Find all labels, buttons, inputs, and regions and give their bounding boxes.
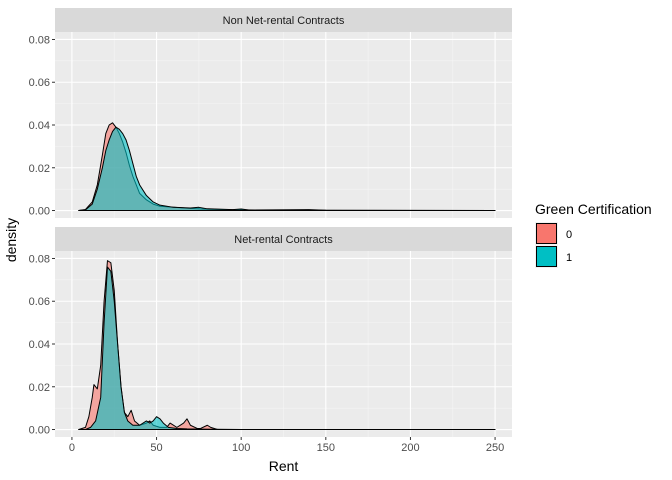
y-tick-label: 0.00	[29, 206, 50, 218]
legend-swatch	[536, 246, 557, 267]
facet-panel: Non Net-rental Contracts 0.00 0.02 0.04 0.06…	[29, 8, 512, 218]
facet-strip-label: Non Net-rental Contracts	[223, 15, 345, 27]
legend-label: 1	[566, 252, 572, 264]
legend-label: 0	[566, 229, 572, 241]
y-tick-label: 0.08	[29, 34, 50, 46]
legend: Green Certification 0 1	[535, 201, 652, 268]
y-tick-label: 0.08	[29, 253, 50, 265]
density-area-series-1	[78, 126, 496, 212]
x-tick-label: 50	[150, 442, 162, 454]
y-tick-label: 0.04	[29, 339, 50, 351]
x-tick-label: 200	[401, 442, 419, 454]
facet-strip	[55, 8, 512, 32]
facet-strip	[55, 227, 512, 251]
x-axis: 0 50 100 150 200 250	[69, 437, 504, 454]
legend-title: Green Certification	[535, 201, 652, 217]
x-tick-label: 0	[69, 442, 75, 454]
y-tick-label: 0.04	[29, 120, 50, 132]
x-tick-label: 150	[317, 442, 335, 454]
facet-panel: Net-rental Contracts 0.00 0.02 0.04 0.06 0.08	[29, 227, 512, 437]
legend-swatch	[536, 223, 557, 244]
density-area-series-1	[78, 266, 496, 431]
y-tick-label: 0.06	[29, 77, 50, 89]
y-tick-label: 0.02	[29, 382, 50, 394]
facet-panels: Non Net-rental Contracts 0.00 0.02 0.04 0.06…	[29, 8, 512, 437]
y-tick-label: 0.00	[29, 425, 50, 437]
x-tick-label: 100	[232, 442, 250, 454]
y-tick-label: 0.06	[29, 296, 50, 308]
y-axis-title: density	[3, 218, 19, 262]
facet-strip-label: Net-rental Contracts	[234, 234, 333, 246]
x-axis-title: Rent	[269, 458, 299, 474]
x-tick-label: 250	[486, 442, 504, 454]
y-tick-label: 0.02	[29, 163, 50, 175]
